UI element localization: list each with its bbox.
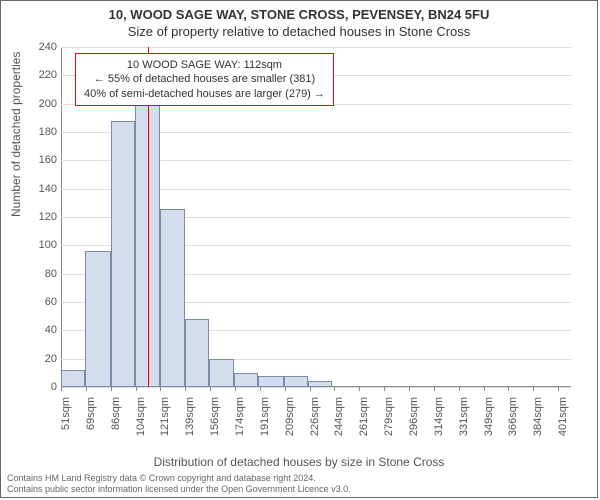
attribution-footer: Contains HM Land Registry data © Crown c… (7, 473, 351, 496)
xtick-label: 191sqm (259, 397, 271, 436)
xtick (111, 387, 112, 391)
xtick (508, 387, 509, 391)
xtick (260, 387, 261, 391)
title-address: 10, WOOD SAGE WAY, STONE CROSS, PEVENSEY… (1, 1, 597, 22)
xtick (359, 387, 360, 391)
ytick-label: 160 (39, 154, 57, 166)
histogram-bar (61, 370, 85, 387)
xtick-label: 331sqm (458, 397, 470, 436)
xtick (210, 387, 211, 391)
xtick (409, 387, 410, 391)
histogram-bar (284, 376, 308, 387)
xtick-label: 51sqm (60, 397, 72, 430)
histogram-bar (234, 373, 258, 387)
infobox-larger: 40% of semi-detached houses are larger (… (84, 87, 325, 101)
xtick-label: 244sqm (333, 397, 345, 436)
xtick (235, 387, 236, 391)
xtick-label: 261sqm (358, 397, 370, 436)
infobox-title: 10 WOOD SAGE WAY: 112sqm (84, 58, 325, 72)
xtick-label: 69sqm (85, 397, 97, 430)
ytick-label: 240 (39, 41, 57, 53)
y-axis-label: Number of detached properties (9, 52, 23, 217)
histogram-bar (209, 359, 235, 387)
xtick-label: 226sqm (309, 397, 321, 436)
xtick (459, 387, 460, 391)
xtick-label: 139sqm (184, 397, 196, 436)
ytick-label: 120 (39, 211, 57, 223)
xtick-label: 209sqm (284, 397, 296, 436)
ytick-label: 100 (39, 239, 57, 251)
title-subtitle: Size of property relative to detached ho… (1, 22, 597, 39)
xtick-label: 279sqm (383, 397, 395, 436)
xtick (285, 387, 286, 391)
x-axis-label: Distribution of detached houses by size … (1, 455, 597, 469)
xtick (558, 387, 559, 391)
ytick-label: 60 (45, 296, 57, 308)
histogram-bar (258, 376, 284, 387)
xtick (533, 387, 534, 391)
histogram-bar (185, 319, 209, 387)
xtick-label: 384sqm (532, 397, 544, 436)
xtick (61, 387, 62, 391)
ytick-label: 20 (45, 353, 57, 365)
ytick-label: 220 (39, 69, 57, 81)
ytick-label: 200 (39, 98, 57, 110)
xtick-label: 366sqm (507, 397, 519, 436)
ytick-label: 40 (45, 324, 57, 336)
xtick (384, 387, 385, 391)
xtick-label: 104sqm (135, 397, 147, 436)
histogram-bar (85, 251, 111, 387)
ytick-label: 80 (45, 268, 57, 280)
gridline (61, 387, 571, 388)
xtick-label: 401sqm (557, 397, 569, 436)
ytick-label: 180 (39, 126, 57, 138)
xtick (334, 387, 335, 391)
footer-line2: Contains public sector information licen… (7, 484, 351, 495)
xtick-label: 296sqm (408, 397, 420, 436)
xtick (434, 387, 435, 391)
ytick-label: 0 (51, 381, 57, 393)
xtick (484, 387, 485, 391)
xtick (160, 387, 161, 391)
infobox-smaller: ← 55% of detached houses are smaller (38… (84, 72, 325, 86)
gridline (61, 47, 571, 48)
footer-line1: Contains HM Land Registry data © Crown c… (7, 473, 351, 484)
histogram-bar (308, 381, 332, 387)
histogram-bar (111, 121, 135, 387)
xtick-label: 174sqm (234, 397, 246, 436)
xtick (310, 387, 311, 391)
xtick-label: 86sqm (110, 397, 122, 430)
property-info-box: 10 WOOD SAGE WAY: 112sqm← 55% of detache… (75, 53, 334, 106)
xtick-label: 121sqm (159, 397, 171, 436)
histogram-bar (160, 209, 184, 388)
xtick (185, 387, 186, 391)
xtick-label: 156sqm (209, 397, 221, 436)
xtick (86, 387, 87, 391)
xtick-label: 314sqm (433, 397, 445, 436)
ytick-label: 140 (39, 183, 57, 195)
xtick (136, 387, 137, 391)
xtick-label: 349sqm (483, 397, 495, 436)
chart-container: 10, WOOD SAGE WAY, STONE CROSS, PEVENSEY… (0, 0, 598, 498)
